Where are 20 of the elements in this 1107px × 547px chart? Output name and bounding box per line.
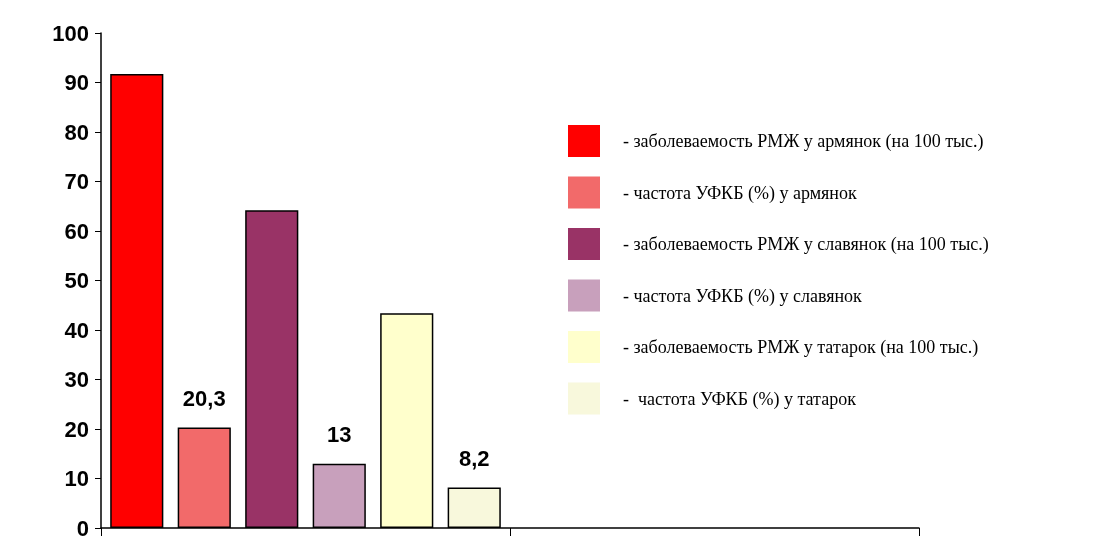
data-label: 20,3 [182, 386, 226, 412]
y-tick-label: 60 [64, 218, 89, 244]
y-tick-label: 50 [64, 268, 89, 293]
y-tick-label: 80 [64, 119, 89, 145]
legend-label: - частота УФКБ (%) у татарок [623, 388, 857, 410]
y-tick-label: 30 [64, 367, 89, 392]
legend-label: - заболеваемость РМЖ у армянок (на 100 тыс.) [623, 131, 984, 152]
y-tick-label: 10 [64, 466, 89, 491]
y-tick-label: 40 [64, 317, 89, 343]
data-label: 13 [327, 422, 352, 448]
y-tick-label: 100 [52, 20, 89, 46]
y-tick-label: 0 [76, 515, 89, 541]
y-tick-label: 90 [64, 70, 89, 95]
legend-label: - частота УФКБ (%) у армянок [623, 182, 857, 204]
y-tick-label: 20 [64, 416, 89, 442]
y-tick-label: 70 [64, 169, 89, 194]
legend-label: - заболеваемость РМЖ у татарок (на 100 тыс.) [623, 337, 979, 358]
legend-label: - заболеваемость РМЖ у славянок (на 100 тыс.) [623, 234, 989, 255]
data-label: 8,2 [458, 445, 490, 471]
legend-label: - частота УФКБ (%) у славянок [623, 285, 863, 307]
